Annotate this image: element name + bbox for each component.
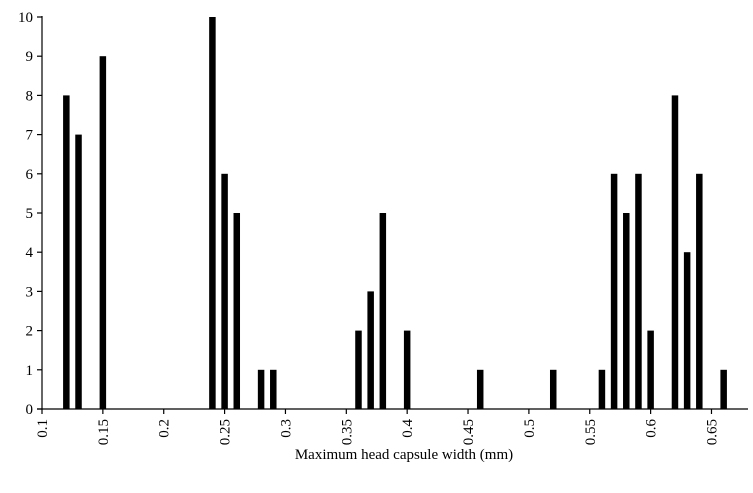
bar bbox=[476, 369, 484, 409]
x-tick-label: 0.5 bbox=[522, 419, 538, 438]
y-tick-label: 9 bbox=[26, 49, 34, 65]
bar bbox=[720, 369, 727, 409]
bar bbox=[367, 291, 374, 409]
bar bbox=[221, 173, 228, 409]
x-tick-label: 0.65 bbox=[704, 419, 720, 445]
x-tick-label: 0.2 bbox=[157, 419, 173, 438]
y-tick-label: 1 bbox=[26, 363, 34, 379]
bar bbox=[671, 95, 679, 410]
bar bbox=[403, 330, 411, 409]
bar bbox=[379, 213, 387, 409]
x-tick-label: 0.25 bbox=[218, 419, 234, 445]
bar bbox=[610, 173, 618, 409]
bar bbox=[270, 369, 277, 409]
bar bbox=[696, 173, 703, 409]
y-tick-label: 3 bbox=[26, 284, 34, 300]
bar bbox=[355, 330, 362, 409]
bar bbox=[233, 213, 241, 409]
y-tick-label: 6 bbox=[26, 167, 34, 183]
y-tick-label: 5 bbox=[26, 206, 34, 222]
bar bbox=[209, 17, 216, 409]
x-tick-label: 0.15 bbox=[96, 419, 112, 445]
y-tick-label: 0 bbox=[26, 402, 34, 418]
bar bbox=[99, 56, 107, 409]
bar bbox=[635, 173, 642, 409]
bar bbox=[647, 330, 654, 409]
y-tick-label: 8 bbox=[26, 88, 34, 104]
bar bbox=[683, 252, 691, 409]
x-tick-label: 0.45 bbox=[461, 419, 477, 445]
bar bbox=[75, 134, 82, 409]
x-tick-label: 0.4 bbox=[400, 419, 416, 438]
x-tick-label: 0.1 bbox=[35, 419, 51, 438]
bars-layer bbox=[63, 17, 727, 410]
bar bbox=[598, 369, 606, 409]
bar bbox=[63, 95, 70, 410]
x-tick-label: 0.3 bbox=[278, 419, 294, 438]
y-tick-label: 2 bbox=[26, 324, 34, 340]
labels-layer: 0 1 2 3 4 5 6 7 8 9 10 0.1 0.15 0.2 0.25 0.3 0.35 0.4 0.45… bbox=[18, 10, 720, 445]
bar bbox=[623, 213, 630, 409]
x-tick-label: 0.35 bbox=[339, 419, 355, 445]
x-axis-title: Maximum head capsule width (mm) bbox=[295, 447, 513, 463]
bar bbox=[257, 369, 265, 409]
axes-layer bbox=[37, 16, 748, 414]
x-tick-label: 0.55 bbox=[583, 419, 599, 445]
y-tick-label: 10 bbox=[18, 10, 33, 26]
y-tick-label: 4 bbox=[26, 245, 34, 261]
bar bbox=[549, 369, 557, 409]
x-tick-label: 0.6 bbox=[644, 419, 660, 438]
y-tick-label: 7 bbox=[26, 128, 34, 144]
